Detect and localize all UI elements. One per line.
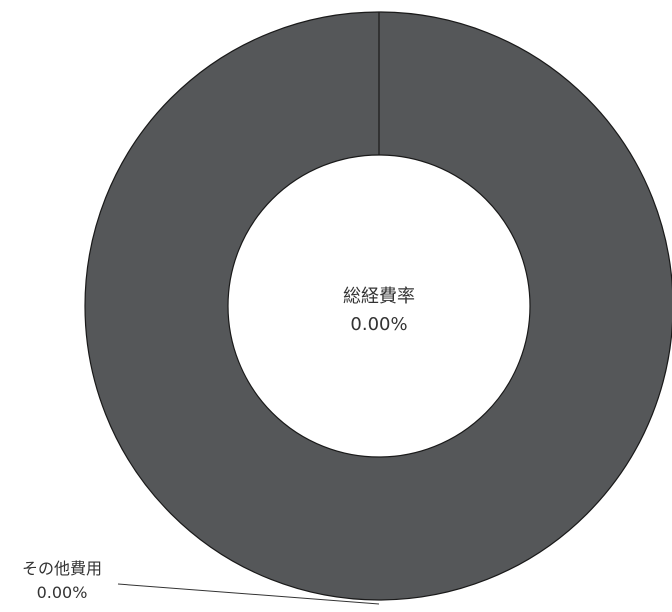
slice-label-name: その他費用 [22,559,102,578]
slice-label-leader-line [117,583,380,605]
slice-label-value: 0.00% [37,583,88,602]
center-title: 総経費率 [343,286,415,307]
center-value: 0.00% [350,314,407,335]
donut-center-hole [227,154,531,458]
